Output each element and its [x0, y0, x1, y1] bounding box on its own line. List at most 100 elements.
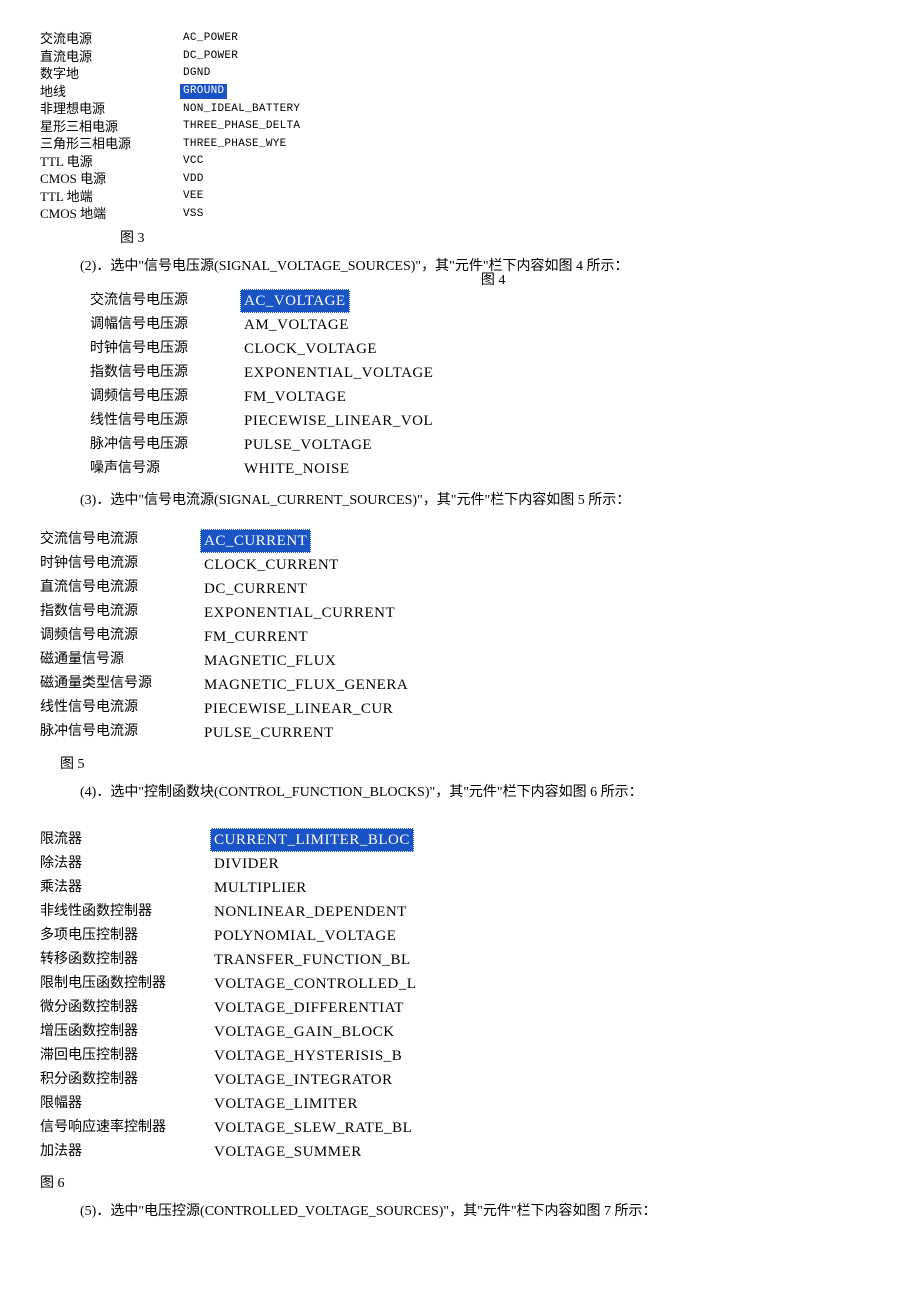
- item-label-cn: 多项电压控制器: [40, 925, 210, 947]
- list-item[interactable]: 线性信号电压源 PIECEWISE_LINEAR_VOL: [90, 409, 437, 433]
- list-item[interactable]: 交流电源 AC_POWER: [40, 30, 303, 48]
- list-item[interactable]: 地线 GROUND: [40, 83, 303, 101]
- list-item[interactable]: 转移函数控制器 TRANSFER_FUNCTION_BL: [40, 948, 420, 972]
- list-item[interactable]: TTL 电源 VCC: [40, 153, 303, 171]
- item-label-cn: TTL 地端: [40, 188, 180, 206]
- list-item[interactable]: 除法器 DIVIDER: [40, 852, 420, 876]
- item-label-en: DGND: [180, 66, 214, 81]
- list-item[interactable]: 脉冲信号电压源 PULSE_VOLTAGE: [90, 433, 437, 457]
- item-label-en: FM_VOLTAGE: [240, 385, 350, 409]
- list-item[interactable]: 调频信号电流源 FM_CURRENT: [40, 625, 412, 649]
- item-label-en: PIECEWISE_LINEAR_VOL: [240, 409, 437, 433]
- control-blocks-list: 限流器 CURRENT_LIMITER_BLOC 除法器 DIVIDER 乘法器…: [40, 828, 420, 1164]
- item-label-en: DIVIDER: [210, 852, 283, 876]
- item-label-en: VEE: [180, 189, 207, 204]
- item-label-cn: 乘法器: [40, 877, 210, 899]
- item-label-en: AC_CURRENT: [200, 529, 311, 553]
- list-item[interactable]: 磁通量信号源 MAGNETIC_FLUX: [40, 649, 412, 673]
- paragraph-4: (4)．选中"控制函数块(CONTROL_FUNCTION_BLOCKS)"，其…: [40, 781, 880, 805]
- list-item[interactable]: 调频信号电压源 FM_VOLTAGE: [90, 385, 437, 409]
- list-item[interactable]: 脉冲信号电流源 PULSE_CURRENT: [40, 721, 412, 745]
- current-sources-section: 交流信号电流源 AC_CURRENT 时钟信号电流源 CLOCK_CURRENT…: [40, 529, 880, 773]
- list-item[interactable]: 数字地 DGND: [40, 65, 303, 83]
- item-label-en: VOLTAGE_SLEW_RATE_BL: [210, 1116, 416, 1140]
- list-item[interactable]: 时钟信号电流源 CLOCK_CURRENT: [40, 553, 412, 577]
- item-label-en: VSS: [180, 207, 207, 222]
- list-item[interactable]: 增压函数控制器 VOLTAGE_GAIN_BLOCK: [40, 1020, 420, 1044]
- item-label-cn: 增压函数控制器: [40, 1021, 210, 1043]
- item-label-en: MAGNETIC_FLUX: [200, 649, 340, 673]
- item-label-cn: 三角形三相电源: [40, 135, 180, 153]
- list-item[interactable]: CMOS 电源 VDD: [40, 170, 303, 188]
- paragraph-2: (2)．选中"信号电压源(SIGNAL_VOLTAGE_SOURCES)"，其"…: [40, 255, 880, 279]
- item-label-cn: 直流信号电流源: [40, 577, 200, 599]
- item-label-cn: 交流电源: [40, 30, 180, 48]
- item-label-cn: 星形三相电源: [40, 118, 180, 136]
- item-label-cn: 直流电源: [40, 48, 180, 66]
- list-item[interactable]: 线性信号电流源 PIECEWISE_LINEAR_CUR: [40, 697, 412, 721]
- list-item[interactable]: 积分函数控制器 VOLTAGE_INTEGRATOR: [40, 1068, 420, 1092]
- item-label-en: VCC: [180, 154, 207, 169]
- item-label-cn: 交流信号电压源: [90, 290, 240, 312]
- item-label-cn: 非线性函数控制器: [40, 901, 210, 923]
- list-item[interactable]: 调幅信号电压源 AM_VOLTAGE: [90, 313, 437, 337]
- power-sources-list: 交流电源 AC_POWER 直流电源 DC_POWER 数字地 DGND 地线 …: [40, 30, 303, 223]
- item-label-en: VOLTAGE_HYSTERISIS_B: [210, 1044, 406, 1068]
- list-item[interactable]: 限流器 CURRENT_LIMITER_BLOC: [40, 828, 420, 852]
- item-label-cn: 脉冲信号电流源: [40, 721, 200, 743]
- item-label-en: THREE_PHASE_DELTA: [180, 119, 303, 134]
- list-item[interactable]: 限制电压函数控制器 VOLTAGE_CONTROLLED_L: [40, 972, 420, 996]
- item-label-cn: 除法器: [40, 853, 210, 875]
- list-item[interactable]: 指数信号电流源 EXPONENTIAL_CURRENT: [40, 601, 412, 625]
- list-item[interactable]: 噪声信号源 WHITE_NOISE: [90, 457, 437, 481]
- list-item[interactable]: CMOS 地端 VSS: [40, 205, 303, 223]
- item-label-en: PULSE_CURRENT: [200, 721, 338, 745]
- item-label-en: EXPONENTIAL_CURRENT: [200, 601, 399, 625]
- list-item[interactable]: 指数信号电压源 EXPONENTIAL_VOLTAGE: [90, 361, 437, 385]
- list-item[interactable]: 加法器 VOLTAGE_SUMMER: [40, 1140, 420, 1164]
- list-item[interactable]: 交流信号电流源 AC_CURRENT: [40, 529, 412, 553]
- item-label-cn: 线性信号电流源: [40, 697, 200, 719]
- item-label-en: VOLTAGE_LIMITER: [210, 1092, 362, 1116]
- list-item[interactable]: 多项电压控制器 POLYNOMIAL_VOLTAGE: [40, 924, 420, 948]
- voltage-sources-list: 交流信号电压源 AC_VOLTAGE 调幅信号电压源 AM_VOLTAGE 时钟…: [90, 289, 437, 481]
- list-item[interactable]: 三角形三相电源 THREE_PHASE_WYE: [40, 135, 303, 153]
- list-item[interactable]: 非理想电源 NON_IDEAL_BATTERY: [40, 100, 303, 118]
- list-item[interactable]: 微分函数控制器 VOLTAGE_DIFFERENTIAT: [40, 996, 420, 1020]
- list-item[interactable]: 直流信号电流源 DC_CURRENT: [40, 577, 412, 601]
- item-label-cn: CMOS 地端: [40, 205, 180, 223]
- list-item[interactable]: 滞回电压控制器 VOLTAGE_HYSTERISIS_B: [40, 1044, 420, 1068]
- item-label-en: AC_POWER: [180, 31, 241, 46]
- control-blocks-section: 限流器 CURRENT_LIMITER_BLOC 除法器 DIVIDER 乘法器…: [40, 828, 880, 1192]
- item-label-cn: 时钟信号电压源: [90, 338, 240, 360]
- item-label-cn: 地线: [40, 83, 180, 101]
- item-label-en: VDD: [180, 172, 207, 187]
- item-label-en: CLOCK_VOLTAGE: [240, 337, 381, 361]
- item-label-cn: 转移函数控制器: [40, 949, 210, 971]
- item-label-en: TRANSFER_FUNCTION_BL: [210, 948, 415, 972]
- power-sources-section: 交流电源 AC_POWER 直流电源 DC_POWER 数字地 DGND 地线 …: [40, 30, 880, 247]
- item-label-en: AC_VOLTAGE: [240, 289, 350, 313]
- list-item[interactable]: 直流电源 DC_POWER: [40, 48, 303, 66]
- item-label-en: THREE_PHASE_WYE: [180, 137, 290, 152]
- item-label-en: DC_CURRENT: [200, 577, 311, 601]
- list-item[interactable]: 磁通量类型信号源 MAGNETIC_FLUX_GENERA: [40, 673, 412, 697]
- list-item[interactable]: 星形三相电源 THREE_PHASE_DELTA: [40, 118, 303, 136]
- list-item[interactable]: 乘法器 MULTIPLIER: [40, 876, 420, 900]
- item-label-en: PIECEWISE_LINEAR_CUR: [200, 697, 397, 721]
- list-item[interactable]: 信号响应速率控制器 VOLTAGE_SLEW_RATE_BL: [40, 1116, 420, 1140]
- item-label-cn: 指数信号电压源: [90, 362, 240, 384]
- item-label-en: POLYNOMIAL_VOLTAGE: [210, 924, 400, 948]
- list-item[interactable]: 交流信号电压源 AC_VOLTAGE: [90, 289, 437, 313]
- item-label-en: VOLTAGE_GAIN_BLOCK: [210, 1020, 399, 1044]
- item-label-cn: 滞回电压控制器: [40, 1045, 210, 1067]
- item-label-cn: 噪声信号源: [90, 458, 240, 480]
- item-label-cn: 交流信号电流源: [40, 529, 200, 551]
- list-item[interactable]: 时钟信号电压源 CLOCK_VOLTAGE: [90, 337, 437, 361]
- list-item[interactable]: 非线性函数控制器 NONLINEAR_DEPENDENT: [40, 900, 420, 924]
- list-item[interactable]: TTL 地端 VEE: [40, 188, 303, 206]
- list-item[interactable]: 限幅器 VOLTAGE_LIMITER: [40, 1092, 420, 1116]
- item-label-cn: 数字地: [40, 65, 180, 83]
- item-label-en: FM_CURRENT: [200, 625, 312, 649]
- item-label-cn: 限幅器: [40, 1093, 210, 1115]
